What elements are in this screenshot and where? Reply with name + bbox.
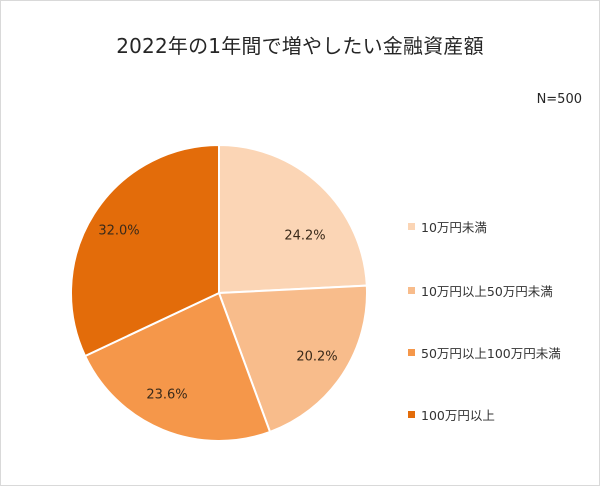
chart-title: 2022年の1年間で増やしたい金融資産額 — [116, 34, 484, 58]
legend-label: 100万円以上 — [421, 408, 495, 423]
legend-label: 10万円以上50万円未満 — [421, 284, 553, 299]
legend-swatch-icon — [408, 287, 415, 294]
slice-label-50-100man: 23.6% — [146, 387, 188, 403]
legend-label: 10万円未満 — [421, 220, 487, 235]
slice-label-over-100man: 32.0% — [98, 223, 140, 239]
pie-slice — [70, 143, 220, 358]
pie-slice — [218, 143, 368, 295]
legend-swatch-icon — [408, 223, 415, 230]
slice-label-10-50man: 20.2% — [296, 349, 338, 365]
legend-item: 10万円未満 — [408, 217, 487, 236]
legend-item: 50万円以上100万円未満 — [408, 343, 561, 362]
legend-item: 100万円以上 — [408, 405, 495, 424]
slice-label-under-10man: 24.2% — [284, 228, 326, 244]
legend-item: 10万円以上50万円未満 — [408, 281, 553, 300]
pie-slice — [217, 284, 368, 434]
legend-label: 50万円以上100万円未満 — [421, 346, 561, 361]
legend-swatch-icon — [408, 411, 415, 418]
pie-slice — [83, 291, 272, 442]
legend-swatch-icon — [408, 349, 415, 356]
sample-size-label: N=500 — [536, 92, 582, 107]
